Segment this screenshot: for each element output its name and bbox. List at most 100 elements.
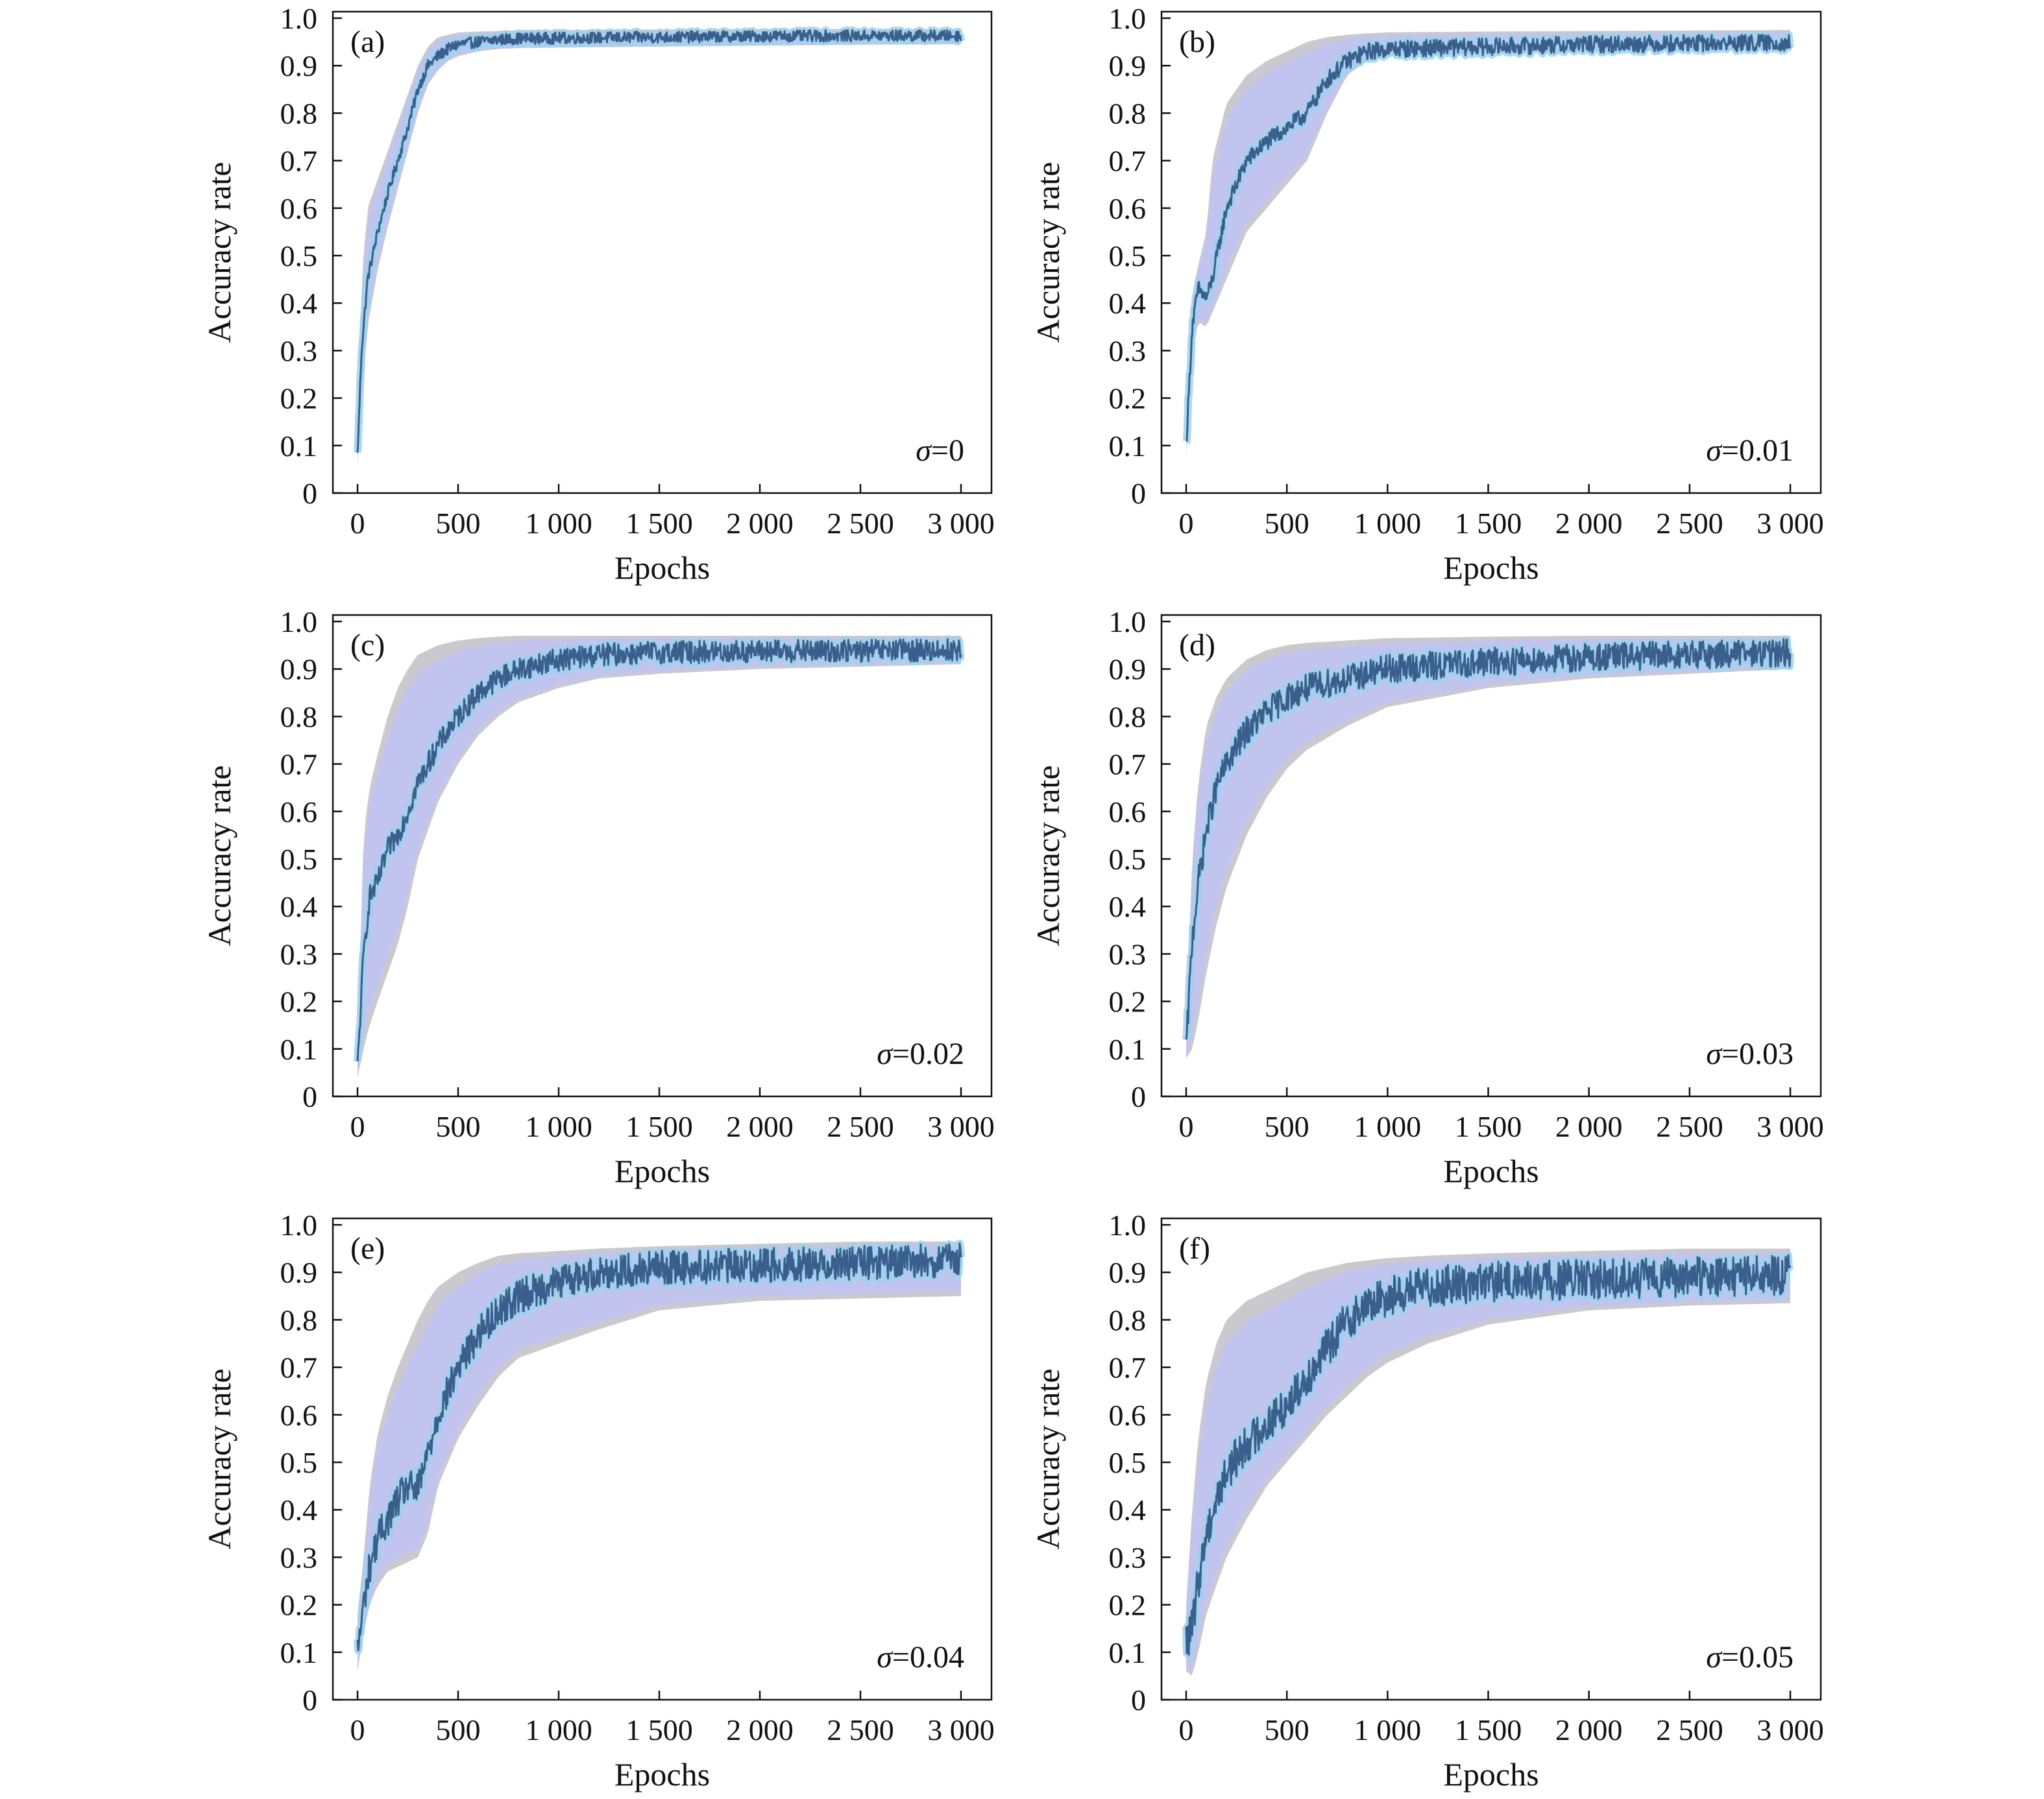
x-tick-label: 3 000 <box>1757 1110 1824 1143</box>
sigma-annotation: σ=0.03 <box>1706 1037 1794 1071</box>
y-tick-label: 0.8 <box>280 1303 318 1336</box>
plot-frame <box>332 1217 993 1701</box>
y-tick-label: 0 <box>302 477 317 510</box>
x-tick-label: 0 <box>1179 1110 1194 1143</box>
x-tick-label: 1 500 <box>1455 1713 1522 1746</box>
chart-panel-6: 0 500 1 000 1 500 2 000 2 500 3 000 0 0.1 0.2 0.3 0… <box>1030 1209 1824 1793</box>
sigma-annotation: σ=0.01 <box>1706 433 1794 468</box>
y-tick-label: 0.5 <box>1109 1446 1147 1479</box>
y-tick-label: 0.9 <box>280 653 318 686</box>
mean-accuracy-line <box>356 1242 962 1652</box>
x-tick-label: 3 000 <box>927 507 995 540</box>
x-tick-label: 0 <box>1179 1713 1194 1746</box>
x-tick-label: 0 <box>350 507 365 540</box>
x-tick-label: 2 500 <box>1656 507 1723 540</box>
chart-panel-2: 0 500 1 000 1 500 2 000 2 500 3 000 0 0.1 0.2 0.3 0… <box>1030 2 1824 586</box>
plot-frame <box>332 10 993 494</box>
y-tick-label: 0.3 <box>1109 1541 1147 1574</box>
mean-accuracy-line <box>356 29 962 453</box>
plot-frame <box>332 614 993 1098</box>
y-tick-label: 0.2 <box>280 985 318 1019</box>
y-tick-label: 0.7 <box>280 145 318 178</box>
x-tick-label: 1 000 <box>525 507 592 540</box>
y-tick-label: 1.0 <box>1109 605 1147 638</box>
y-tick-label: 0.6 <box>1109 1399 1147 1432</box>
y-tick-label: 0.8 <box>1109 700 1147 733</box>
y-axis-title: Accuracy rate <box>1030 1369 1066 1550</box>
confidence-band-inner <box>358 30 961 464</box>
y-axis-title: Accuracy rate <box>1030 162 1066 343</box>
y-axis-title: Accuracy rate <box>201 1369 237 1550</box>
y-tick-label: 0.8 <box>1109 1303 1147 1336</box>
y-tick-label: 0.1 <box>1109 429 1147 463</box>
chart-panel-1: 0 500 1 000 1 500 2 000 2 500 3 000 0 0.1 0.2 0.3 0… <box>201 2 995 586</box>
y-tick-label: 0.9 <box>280 1256 318 1289</box>
confidence-band-inner <box>1186 32 1790 454</box>
x-axis-title: Epochs <box>1443 1153 1539 1189</box>
x-tick-label: 0 <box>350 1110 365 1143</box>
plot-frame <box>1160 1217 1822 1701</box>
panel-label: (d) <box>1179 628 1215 662</box>
x-tick-label: 1 500 <box>1455 1110 1522 1143</box>
y-axis-title: Accuracy rate <box>201 162 237 343</box>
y-tick-label: 1.0 <box>280 1209 318 1242</box>
y-tick-label: 0.5 <box>280 239 318 272</box>
y-tick-label: 0.1 <box>280 429 318 463</box>
y-tick-label: 0.8 <box>280 700 318 733</box>
y-tick-label: 0.4 <box>1109 287 1147 320</box>
y-tick-label: 0.6 <box>280 1399 318 1432</box>
y-tick-label: 0.5 <box>1109 239 1147 272</box>
y-tick-label: 0 <box>1131 477 1146 510</box>
x-tick-label: 0 <box>350 1713 365 1746</box>
y-tick-label: 0.2 <box>1109 382 1147 415</box>
x-tick-label: 500 <box>1265 507 1309 540</box>
mean-line-glow <box>354 26 965 453</box>
y-tick-label: 0.3 <box>280 937 318 971</box>
x-tick-label: 500 <box>436 1110 481 1143</box>
sigma-annotation: σ=0.04 <box>877 1640 964 1674</box>
x-tick-label: 1 000 <box>1354 1110 1422 1143</box>
y-tick-label: 0.1 <box>280 1033 318 1066</box>
x-tick-label: 0 <box>1179 507 1194 540</box>
confidence-band-inner <box>358 638 961 1076</box>
panel-label: (a) <box>350 25 385 59</box>
y-tick-label: 0.6 <box>1109 795 1147 828</box>
x-axis-title: Epochs <box>614 1756 710 1793</box>
y-tick-label: 1.0 <box>280 2 318 35</box>
y-tick-label: 1.0 <box>1109 2 1147 35</box>
mean-accuracy-line <box>1185 1254 1792 1656</box>
panel-label: (c) <box>350 628 385 662</box>
y-tick-label: 0.2 <box>1109 985 1147 1019</box>
y-tick-label: 0.3 <box>1109 334 1147 367</box>
x-axis-title: Epochs <box>1443 1756 1539 1793</box>
plot-frame <box>1160 614 1822 1098</box>
panel-label: (b) <box>1179 25 1215 59</box>
y-tick-label: 0.7 <box>280 748 318 781</box>
x-tick-label: 500 <box>436 507 481 540</box>
y-tick-label: 0.9 <box>1109 1256 1147 1289</box>
x-tick-label: 2 000 <box>726 1110 794 1143</box>
plot-frame <box>1160 10 1822 494</box>
y-axis-title: Accuracy rate <box>1030 766 1066 947</box>
x-tick-label: 2 000 <box>1555 1713 1623 1746</box>
x-tick-label: 1 000 <box>525 1110 592 1143</box>
x-tick-label: 3 000 <box>1757 507 1824 540</box>
y-tick-label: 0.4 <box>280 890 318 923</box>
x-axis-title: Epochs <box>1443 549 1539 586</box>
y-tick-label: 0.2 <box>1109 1589 1147 1622</box>
y-axis-title: Accuracy rate <box>201 766 237 947</box>
sigma-annotation: σ=0.02 <box>877 1037 964 1071</box>
sigma-annotation: σ=0 <box>916 433 964 468</box>
chart-panel-4: 0 500 1 000 1 500 2 000 2 500 3 000 0 0.1 0.2 0.3 0… <box>1030 605 1824 1189</box>
x-axis-title: Epochs <box>614 1153 710 1189</box>
y-tick-label: 0.7 <box>1109 1351 1147 1384</box>
x-tick-label: 2 500 <box>1656 1110 1723 1143</box>
x-tick-label: 2 500 <box>827 1713 894 1746</box>
chart-panel-5: 0 500 1 000 1 500 2 000 2 500 3 000 0 0.1 0.2 0.3 0… <box>201 1209 995 1793</box>
y-tick-label: 1.0 <box>280 605 318 638</box>
x-tick-label: 2 500 <box>1656 1713 1723 1746</box>
y-tick-label: 0.9 <box>1109 653 1147 686</box>
y-tick-label: 0.4 <box>1109 1493 1147 1527</box>
chart-panel-3: 0 500 1 000 1 500 2 000 2 500 3 000 0 0.1 0.2 0.3 0… <box>201 605 995 1189</box>
x-tick-label: 2 000 <box>1555 1110 1623 1143</box>
